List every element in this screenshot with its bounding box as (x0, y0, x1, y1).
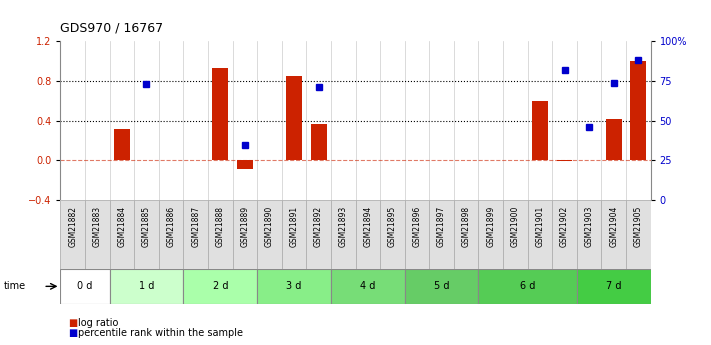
Bar (630, 61, 646, 160)
Bar (109, 269, 183, 304)
Text: GSM21885: GSM21885 (142, 206, 151, 247)
Text: 2 d: 2 d (213, 282, 228, 291)
Bar (331, 200, 356, 269)
Bar (257, 269, 331, 304)
Text: GDS970 / 16767: GDS970 / 16767 (60, 21, 164, 34)
Bar (405, 200, 429, 269)
Bar (606, 119, 621, 160)
Text: 3 d: 3 d (287, 282, 301, 291)
Text: GSM21903: GSM21903 (584, 206, 594, 247)
Text: 0 d: 0 d (77, 282, 92, 291)
Bar (311, 124, 326, 160)
Bar (213, 68, 228, 160)
Bar (577, 269, 651, 304)
Text: 7 d: 7 d (606, 282, 621, 291)
Text: GSM21894: GSM21894 (363, 206, 373, 247)
Text: GSM21890: GSM21890 (265, 206, 274, 247)
Bar (60, 200, 85, 269)
Bar (577, 200, 602, 269)
Bar (602, 200, 626, 269)
Bar (286, 76, 302, 160)
Text: GSM21882: GSM21882 (68, 206, 77, 247)
Bar (454, 200, 479, 269)
Text: GSM21896: GSM21896 (412, 206, 422, 247)
Text: GSM21889: GSM21889 (240, 206, 250, 247)
Text: log ratio: log ratio (78, 318, 119, 328)
Text: percentile rank within the sample: percentile rank within the sample (78, 328, 243, 338)
Bar (503, 200, 528, 269)
Text: GSM21887: GSM21887 (191, 206, 201, 247)
Bar (208, 200, 232, 269)
Text: GSM21888: GSM21888 (215, 206, 225, 247)
Bar (405, 269, 479, 304)
Text: ■: ■ (68, 328, 78, 338)
Bar (557, 160, 572, 161)
Bar (134, 200, 159, 269)
Bar (532, 101, 548, 160)
Text: GSM21899: GSM21899 (486, 206, 496, 247)
Bar (114, 129, 130, 160)
Bar (159, 200, 183, 269)
Bar (257, 200, 282, 269)
Text: 5 d: 5 d (434, 282, 449, 291)
Text: GSM21884: GSM21884 (117, 206, 127, 247)
Text: time: time (4, 282, 26, 291)
Bar (109, 200, 134, 269)
Text: GSM21902: GSM21902 (560, 206, 569, 247)
Text: GSM21895: GSM21895 (388, 206, 397, 247)
Text: GSM21891: GSM21891 (289, 206, 299, 247)
Text: GSM21892: GSM21892 (314, 206, 323, 247)
Text: GSM21897: GSM21897 (437, 206, 446, 247)
Text: ■: ■ (68, 318, 78, 328)
Bar (85, 200, 109, 269)
Bar (237, 160, 253, 169)
Text: GSM21893: GSM21893 (338, 206, 348, 247)
Text: GSM21883: GSM21883 (93, 206, 102, 247)
Bar (282, 200, 306, 269)
Bar (356, 200, 380, 269)
Bar (331, 269, 405, 304)
Text: 4 d: 4 d (360, 282, 375, 291)
Bar (429, 200, 454, 269)
Bar (183, 200, 208, 269)
Bar (552, 200, 577, 269)
Bar (528, 200, 552, 269)
Text: GSM21904: GSM21904 (609, 206, 618, 247)
Bar (232, 200, 257, 269)
Text: 6 d: 6 d (520, 282, 535, 291)
Text: 1 d: 1 d (139, 282, 154, 291)
Text: GSM21886: GSM21886 (166, 206, 176, 247)
Bar (479, 269, 577, 304)
Bar (306, 200, 331, 269)
Bar (380, 200, 405, 269)
Text: GSM21898: GSM21898 (461, 206, 471, 247)
Text: GSM21901: GSM21901 (535, 206, 545, 247)
Bar (479, 200, 503, 269)
Text: GSM21905: GSM21905 (634, 206, 643, 247)
Bar (626, 200, 651, 269)
Bar (60, 269, 109, 304)
Text: GSM21900: GSM21900 (510, 206, 520, 247)
Bar (183, 269, 257, 304)
